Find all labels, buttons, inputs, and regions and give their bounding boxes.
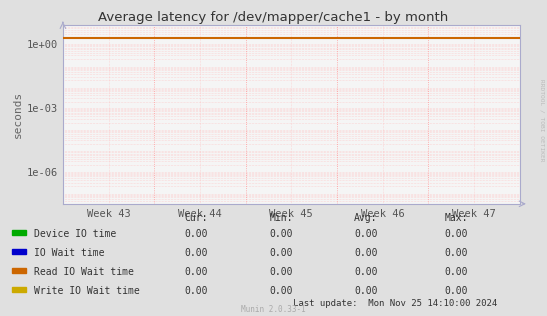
Text: 0.00: 0.00 bbox=[269, 286, 293, 295]
Text: 0.00: 0.00 bbox=[269, 248, 293, 258]
Text: 0.00: 0.00 bbox=[444, 248, 468, 258]
Text: Read IO Wait time: Read IO Wait time bbox=[34, 267, 134, 276]
Text: 0.00: 0.00 bbox=[444, 229, 468, 239]
Text: Min:: Min: bbox=[269, 213, 293, 223]
Text: 0.00: 0.00 bbox=[184, 248, 208, 258]
Text: RRDTOOL / TOBI OETIKER: RRDTOOL / TOBI OETIKER bbox=[539, 79, 544, 161]
Text: Write IO Wait time: Write IO Wait time bbox=[34, 286, 139, 295]
Text: Cur:: Cur: bbox=[184, 213, 208, 223]
Text: 0.00: 0.00 bbox=[354, 248, 377, 258]
Text: Munin 2.0.33-1: Munin 2.0.33-1 bbox=[241, 306, 306, 314]
Text: 0.00: 0.00 bbox=[184, 229, 208, 239]
Text: 0.00: 0.00 bbox=[269, 267, 293, 276]
Text: Avg:: Avg: bbox=[354, 213, 377, 223]
Text: Last update:  Mon Nov 25 14:10:00 2024: Last update: Mon Nov 25 14:10:00 2024 bbox=[293, 300, 497, 308]
Text: 0.00: 0.00 bbox=[184, 286, 208, 295]
Text: 0.00: 0.00 bbox=[354, 286, 377, 295]
Text: 0.00: 0.00 bbox=[184, 267, 208, 276]
Text: 0.00: 0.00 bbox=[354, 267, 377, 276]
Text: Average latency for /dev/mapper/cache1 - by month: Average latency for /dev/mapper/cache1 -… bbox=[98, 11, 449, 24]
Text: 0.00: 0.00 bbox=[354, 229, 377, 239]
Text: IO Wait time: IO Wait time bbox=[34, 248, 104, 258]
Text: 0.00: 0.00 bbox=[269, 229, 293, 239]
Y-axis label: seconds: seconds bbox=[13, 91, 22, 138]
Text: Device IO time: Device IO time bbox=[34, 229, 116, 239]
Text: Max:: Max: bbox=[444, 213, 468, 223]
Text: 0.00: 0.00 bbox=[444, 267, 468, 276]
Text: 0.00: 0.00 bbox=[444, 286, 468, 295]
